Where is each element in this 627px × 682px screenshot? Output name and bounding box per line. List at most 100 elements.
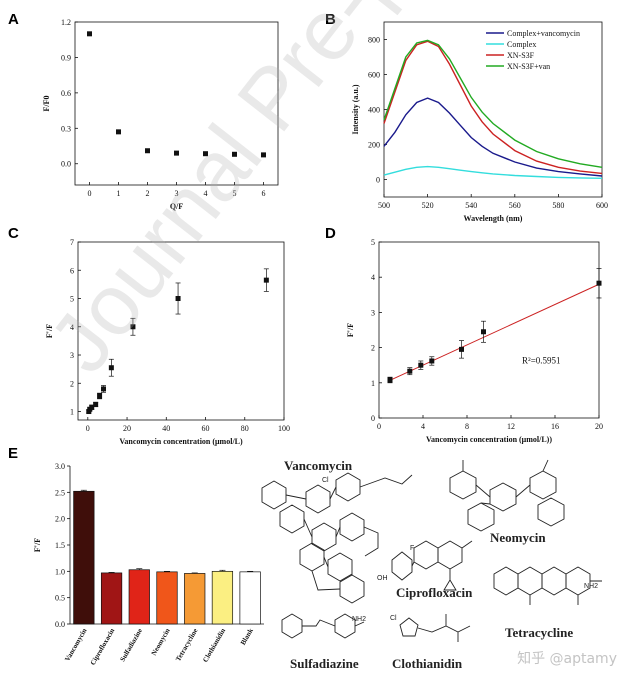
y-tick-label-D: 0	[371, 414, 375, 423]
structure-clothianidin	[399, 614, 471, 642]
data-point-C	[97, 393, 103, 399]
x-tick-label-C: 0	[86, 424, 90, 433]
x-tick-label-B: 520	[422, 201, 434, 210]
data-point-C	[175, 296, 181, 302]
series-line-2	[383, 40, 603, 175]
panel-label-e: E	[8, 445, 18, 462]
data-point-D	[459, 346, 464, 352]
plot-frame-A	[74, 21, 279, 186]
x-tick-label-C: 60	[202, 424, 210, 433]
data-point-D	[429, 358, 435, 364]
bar-3	[156, 571, 178, 625]
tetracycline-atom-nh2: NH2	[584, 583, 598, 590]
x-tick-label-D: 16	[551, 422, 559, 431]
legend-label-0: Complex+vancomycin	[507, 29, 580, 38]
category-label-1: Ciprofloxacin	[89, 627, 117, 667]
sulfadiazine-title: Sulfadiazine	[290, 656, 359, 671]
y-tick-label-A: 0.6	[61, 89, 71, 98]
data-point-D	[387, 377, 393, 383]
y-tick-label-C: 5	[70, 295, 74, 304]
category-label-5: Clothianidin	[201, 627, 227, 664]
y-tick-label-C: 2	[70, 379, 74, 388]
structure-sulfadiazine	[281, 613, 365, 639]
x-tick-label-A: 2	[146, 189, 150, 198]
x-tick-label-D: 12	[507, 422, 515, 431]
neomycin-title: Neomycin	[490, 530, 546, 545]
y-tick-label-D: 5	[371, 238, 375, 247]
clothianidin-atom-cl: Cl	[390, 615, 397, 622]
structure-neomycin	[449, 459, 565, 532]
x-tick-label-C: 40	[162, 424, 170, 433]
legend-label-2: XN-S3F	[507, 51, 535, 60]
structure-vancomycin	[261, 472, 413, 604]
ciprofloxacin-title: Ciprofloxacin	[396, 585, 473, 600]
x-axis-label-D: Vancomycin concentration (μmol/L))	[426, 435, 552, 444]
y-tick-label-E: 0.5	[55, 594, 65, 603]
data-point-A	[174, 150, 179, 156]
y-tick-label-D: 4	[371, 273, 375, 282]
y-tick-label-E: 1.0	[55, 567, 65, 576]
ciprofloxacin-atom-f: F	[410, 545, 414, 552]
data-point-C	[263, 277, 269, 283]
data-point-A	[261, 152, 266, 158]
y-tick-label-D: 2	[371, 344, 375, 353]
data-point-A	[116, 129, 121, 135]
clothianidin-title: Clothianidin	[392, 656, 463, 671]
x-tick-label-D: 4	[421, 422, 425, 431]
x-tick-label-B: 580	[552, 201, 564, 210]
series-line-3	[383, 39, 603, 168]
y-tick-label-A: 0.9	[61, 53, 71, 62]
structure-tetracycline	[493, 566, 602, 605]
x-tick-label-D: 0	[377, 422, 381, 431]
data-point-A	[232, 151, 237, 157]
bar-5	[211, 570, 234, 625]
y-tick-label-B: 400	[368, 106, 380, 115]
x-tick-label-D: 8	[465, 422, 469, 431]
category-label-4: Tetracycline	[174, 627, 199, 663]
plot-frame-B	[383, 21, 603, 198]
x-axis-label-C: Vancomycin concentration (μmol/L)	[119, 437, 243, 446]
structure-ciprofloxacin	[391, 540, 473, 591]
x-tick-label-A: 3	[175, 189, 179, 198]
bar-6	[239, 571, 261, 625]
legend-label-3: XN-S3F+van	[507, 62, 550, 71]
category-label-0: Vancomycin	[63, 627, 88, 663]
x-tick-label-C: 20	[123, 424, 131, 433]
bar-1	[100, 572, 123, 625]
vancomycin-title: Vancomycin	[284, 458, 353, 473]
data-point-C	[101, 386, 107, 392]
y-tick-label-E: 2.5	[55, 488, 65, 497]
bar-0	[73, 490, 95, 625]
bar-2	[128, 569, 150, 625]
y-tick-label-C: 4	[70, 323, 74, 332]
credit-watermark: 知乎 @aptamy	[517, 651, 617, 667]
data-point-C	[108, 365, 114, 371]
y-tick-label-C: 6	[70, 266, 74, 275]
y-tick-label-C: 3	[70, 351, 74, 360]
plot-frame-C	[77, 241, 285, 421]
x-tick-label-A: 0	[88, 189, 92, 198]
y-tick-label-C: 7	[70, 238, 74, 247]
data-point-D	[481, 329, 486, 335]
data-point-C	[130, 324, 136, 330]
x-tick-label-A: 4	[204, 189, 208, 198]
bar-4	[184, 573, 206, 625]
y-tick-label-B: 800	[368, 36, 380, 45]
y-tick-label-C: 1	[70, 408, 74, 417]
data-point-A	[145, 148, 150, 154]
y-tick-label-E: 0.0	[55, 620, 65, 629]
y-tick-label-B: 600	[368, 71, 380, 80]
fit-line	[389, 283, 600, 381]
y-axis-label-E: F'/F	[33, 538, 42, 552]
data-point-A	[203, 151, 208, 157]
panel-label-c: C	[8, 225, 19, 242]
y-tick-label-B: 200	[368, 141, 380, 150]
y-tick-label-D: 3	[371, 308, 375, 317]
y-tick-label-D: 1	[371, 379, 375, 388]
category-label-2: Sulfadiazine	[119, 627, 144, 663]
r-squared-annotation: R²=0.5951	[522, 355, 561, 365]
y-tick-label-E: 2.0	[55, 515, 65, 524]
y-axis-label-A: F/F0	[42, 96, 51, 112]
vancomycin-atom-cl: Cl	[322, 477, 329, 484]
